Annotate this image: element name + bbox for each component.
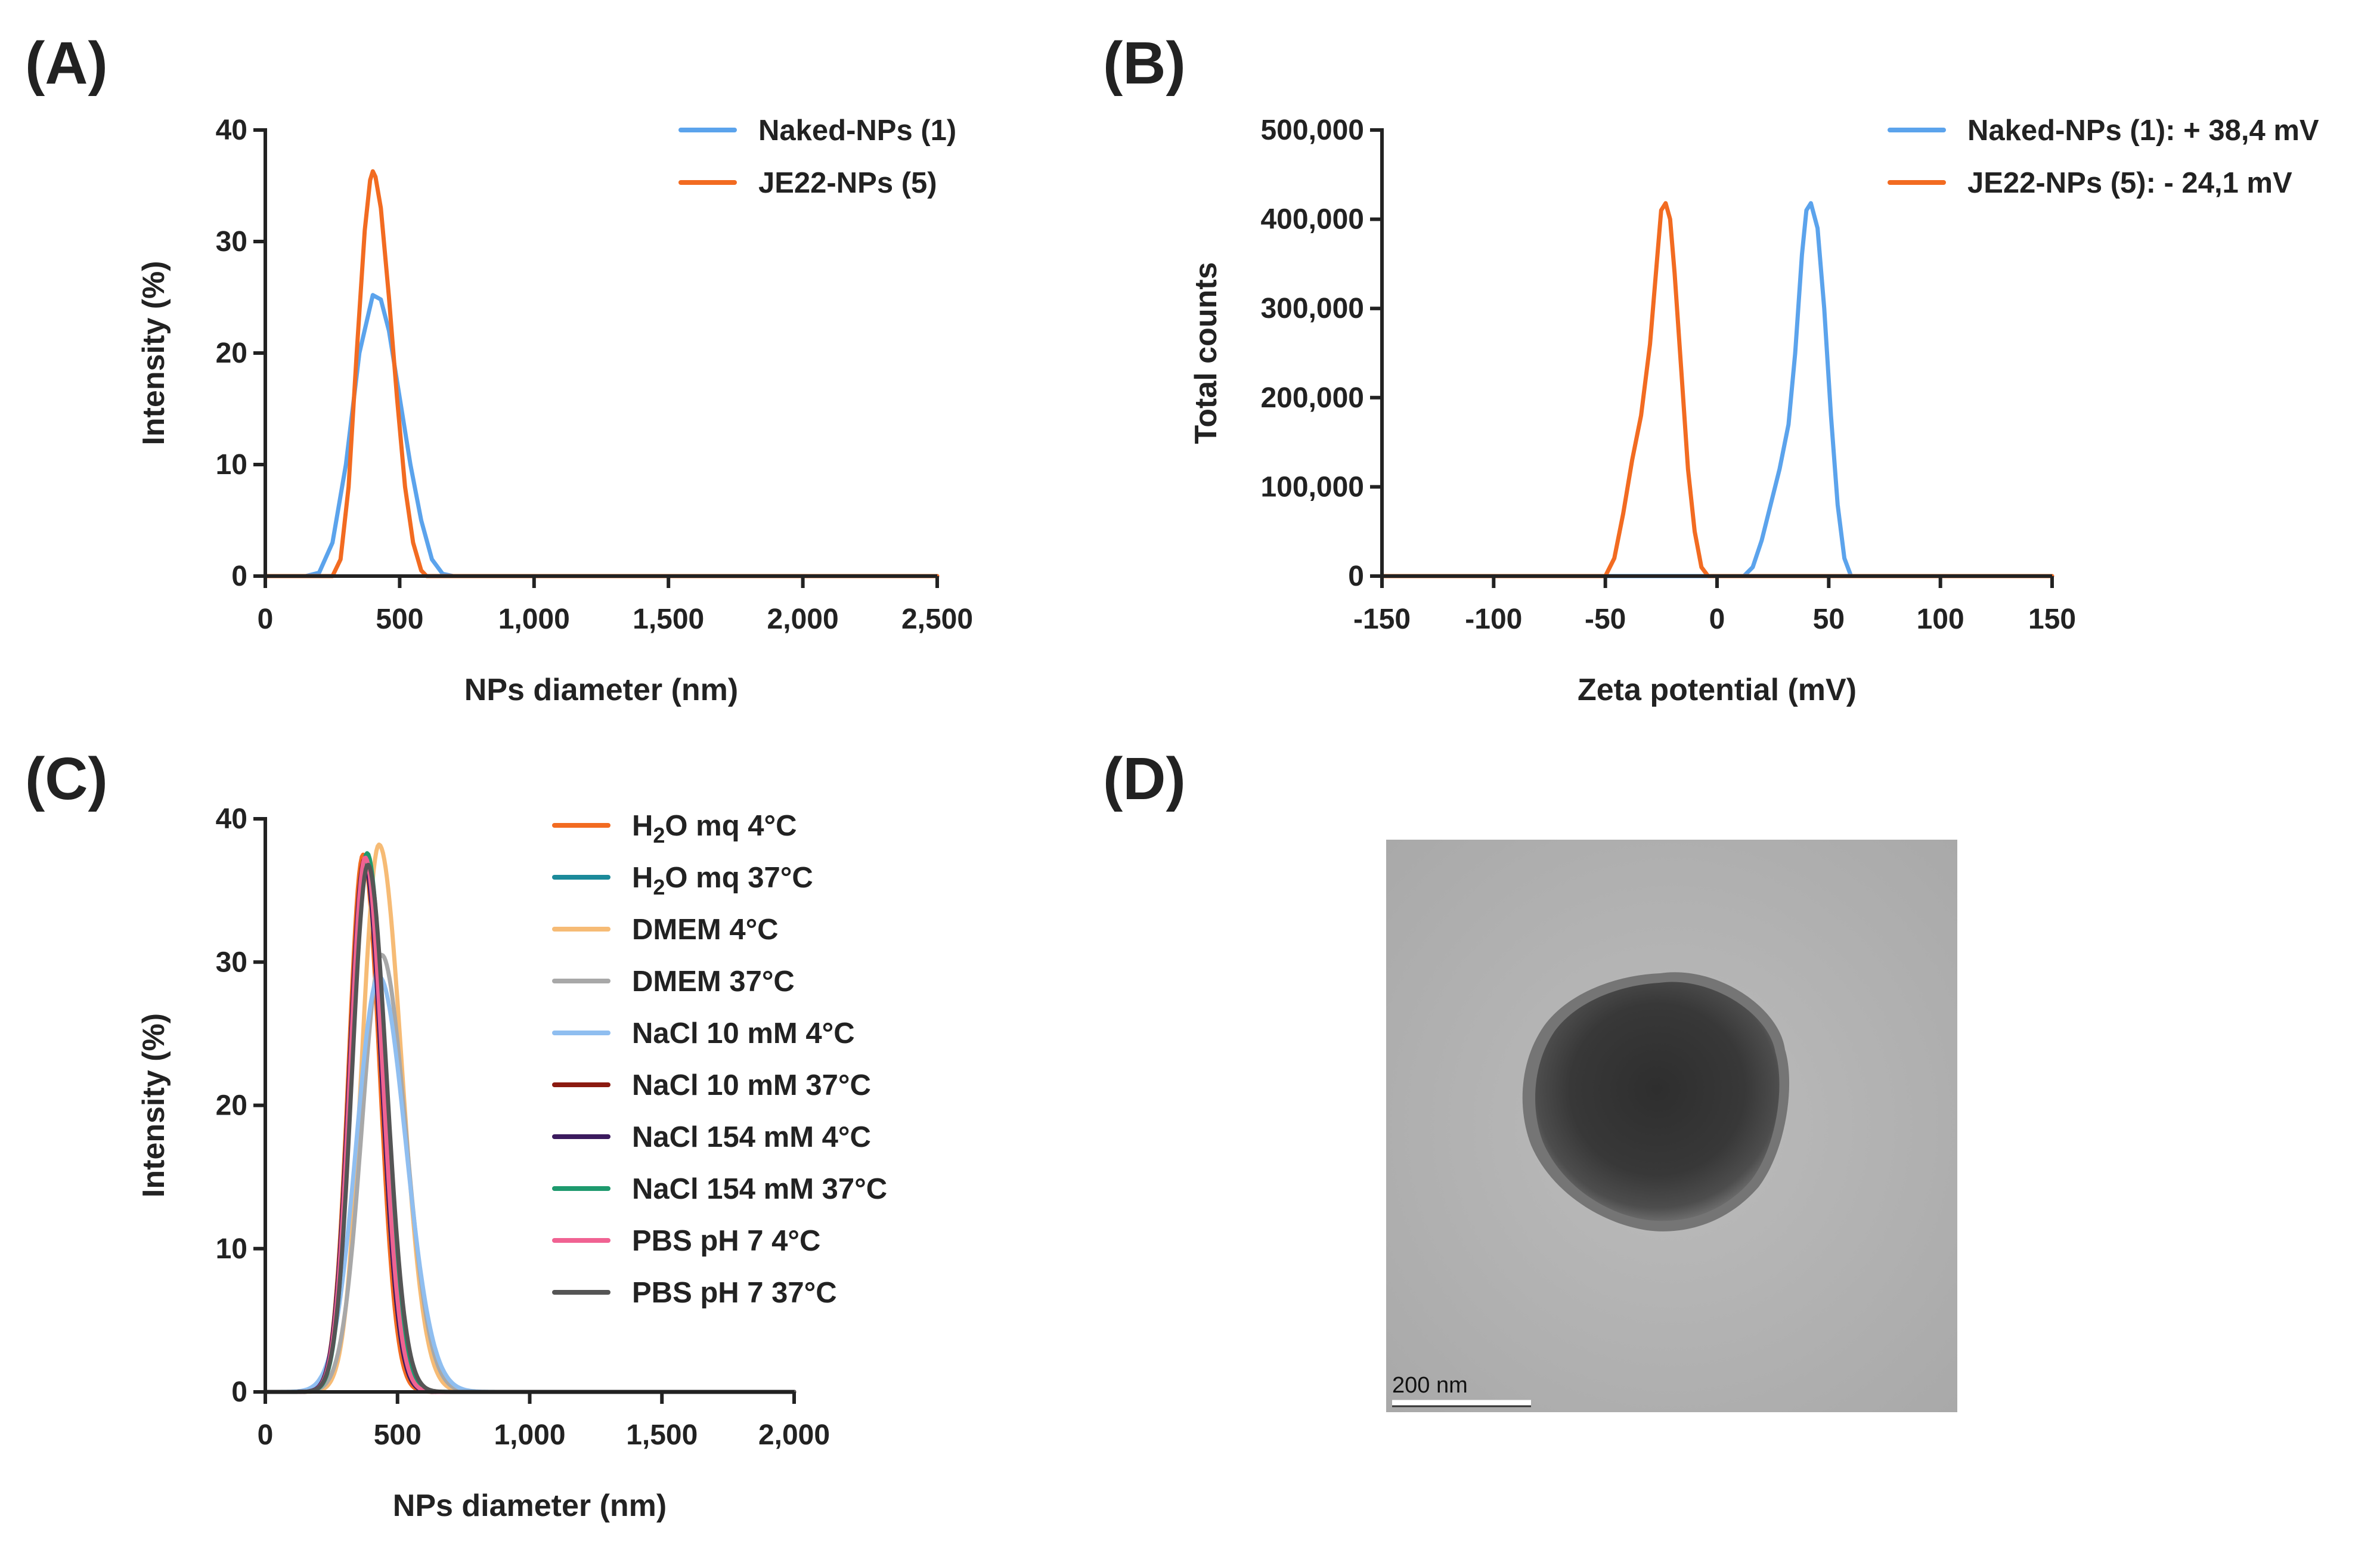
chart-a-y-axis-label: Intensity (%) (137, 261, 171, 445)
chart-c-y-tick-label: 20 (216, 1090, 247, 1122)
chart-c-legend-item: NaCl 154 mM 4°C (632, 1121, 871, 1153)
chart-b-x-tick-label: -150 (1353, 604, 1411, 635)
chart-c: 0 500 1,000 1,500 2,000 0 10 20 30 40 NPs diameter… (137, 803, 887, 1523)
chart-a: 0 500 1,000 1,500 2,000 2,500 0 10 20 30 40 NPs dia… (137, 115, 973, 707)
chart-c-x-tick-label: 1,000 (494, 1419, 565, 1451)
chart-b-y-tick-label: 0 (1348, 561, 1364, 592)
chart-b-x-tick-label: 150 (2028, 604, 2076, 635)
chart-c-y-axis-label: Intensity (%) (137, 1013, 171, 1197)
chart-b-y-axis-label: Total counts (1189, 262, 1223, 444)
chart-c-legend-item: DMEM 4°C (632, 914, 779, 946)
chart-c-x-tick-label: 500 (374, 1419, 422, 1451)
chart-c-legend-label-part: H (632, 862, 653, 894)
chart-c-legend-item: NaCl 10 mM 37°C (632, 1069, 871, 1101)
chart-b-x-tick-label: -100 (1465, 604, 1522, 635)
chart-a-series-line-1 (263, 293, 940, 578)
chart-a-x-axis-label: NPs diameter (nm) (464, 673, 738, 707)
chart-b-y-tick-label: 200,000 (1260, 382, 1364, 414)
chart-b-y-tick-label: 400,000 (1260, 204, 1364, 236)
chart-b-x-tick-label: 100 (1917, 604, 1964, 635)
chart-a-y-tick-label: 30 (216, 226, 247, 258)
chart-b-y-tick-label: 500,000 (1260, 115, 1364, 146)
panel-label-c: (C) (25, 745, 108, 812)
chart-a-x-tick-label: 1,500 (633, 604, 704, 635)
chart-c-legend-label-part: O mq 37°C (665, 862, 813, 894)
chart-b-series-line-2 (1380, 201, 2054, 578)
chart-c-legend-item: PBS pH 7 4°C (632, 1225, 820, 1257)
chart-c-legend-item: PBS pH 7 37°C (632, 1277, 837, 1309)
chart-c-legend-label-part: H (632, 810, 653, 842)
panel-label-d: (D) (1103, 745, 1186, 812)
chart-c-x-tick-label: 2,000 (758, 1419, 830, 1451)
chart-c-legend-item: H2O mq 4°C (632, 810, 797, 847)
chart-c-y-tick-label: 40 (216, 803, 247, 835)
chart-a-y-tick-label: 0 (231, 561, 247, 592)
chart-a-legend-item: JE22-NPs (5) (758, 167, 937, 199)
chart-a-x-tick-label: 1,000 (498, 604, 570, 635)
chart-b-x-tick-label: 50 (1813, 604, 1845, 635)
chart-c-y-tick-label: 30 (216, 946, 247, 978)
chart-b-y-tick-label: 100,000 (1260, 471, 1364, 503)
chart-a-y-tick-label: 20 (216, 338, 247, 369)
chart-c-y-tick-label: 0 (231, 1376, 247, 1408)
chart-c-x-tick-label: 1,500 (626, 1419, 698, 1451)
chart-c-y-tick-label: 10 (216, 1233, 247, 1265)
chart-c-legend-label-part: O mq 4°C (665, 810, 797, 842)
chart-b-x-tick-label: -50 (1585, 604, 1626, 635)
nanoparticle (1535, 982, 1780, 1221)
chart-b-y-tick-label: 300,000 (1260, 293, 1364, 324)
chart-b-series-line-1 (1380, 201, 2054, 578)
chart-b-x-tick-label: 0 (1709, 604, 1725, 635)
chart-b-legend-item: JE22-NPs (5): - 24,1 mV (1967, 167, 2292, 199)
chart-a-y-tick-label: 10 (216, 449, 247, 481)
chart-a-x-tick-label: 500 (376, 604, 423, 635)
chart-b: -150 -100 -50 0 50 100 150 0 100,000 200,000 300,0… (1189, 115, 2319, 707)
chart-c-legend-item: H2O mq 37°C (632, 862, 813, 899)
chart-b-legend-item: Naked-NPs (1): + 38,4 mV (1967, 115, 2319, 147)
chart-c-legend-label-subscript: 2 (653, 875, 665, 899)
chart-c-legend-label-subscript: 2 (653, 823, 665, 847)
panel-label-a: (A) (25, 30, 108, 97)
chart-a-legend-item: Naked-NPs (1) (758, 115, 956, 147)
chart-c-x-tick-label: 0 (258, 1419, 274, 1451)
chart-c-x-axis-label: NPs diameter (nm) (393, 1489, 667, 1523)
chart-a-x-tick-label: 2,000 (767, 604, 839, 635)
chart-c-legend-item: NaCl 154 mM 37°C (632, 1173, 887, 1205)
chart-a-y-tick-label: 40 (216, 115, 247, 146)
tem-micrograph: 200 nm (1386, 840, 1957, 1412)
scale-bar-label: 200 nm (1392, 1373, 1468, 1398)
chart-c-legend-item: DMEM 37°C (632, 966, 795, 998)
chart-c-legend-item: NaCl 10 mM 4°C (632, 1017, 855, 1050)
chart-a-x-tick-label: 2,500 (901, 604, 973, 635)
chart-b-x-axis-label: Zeta potential (mV) (1578, 673, 1857, 707)
chart-a-x-tick-label: 0 (258, 604, 274, 635)
chart-a-series-line-2 (263, 169, 940, 578)
panel-label-b: (B) (1103, 30, 1186, 97)
